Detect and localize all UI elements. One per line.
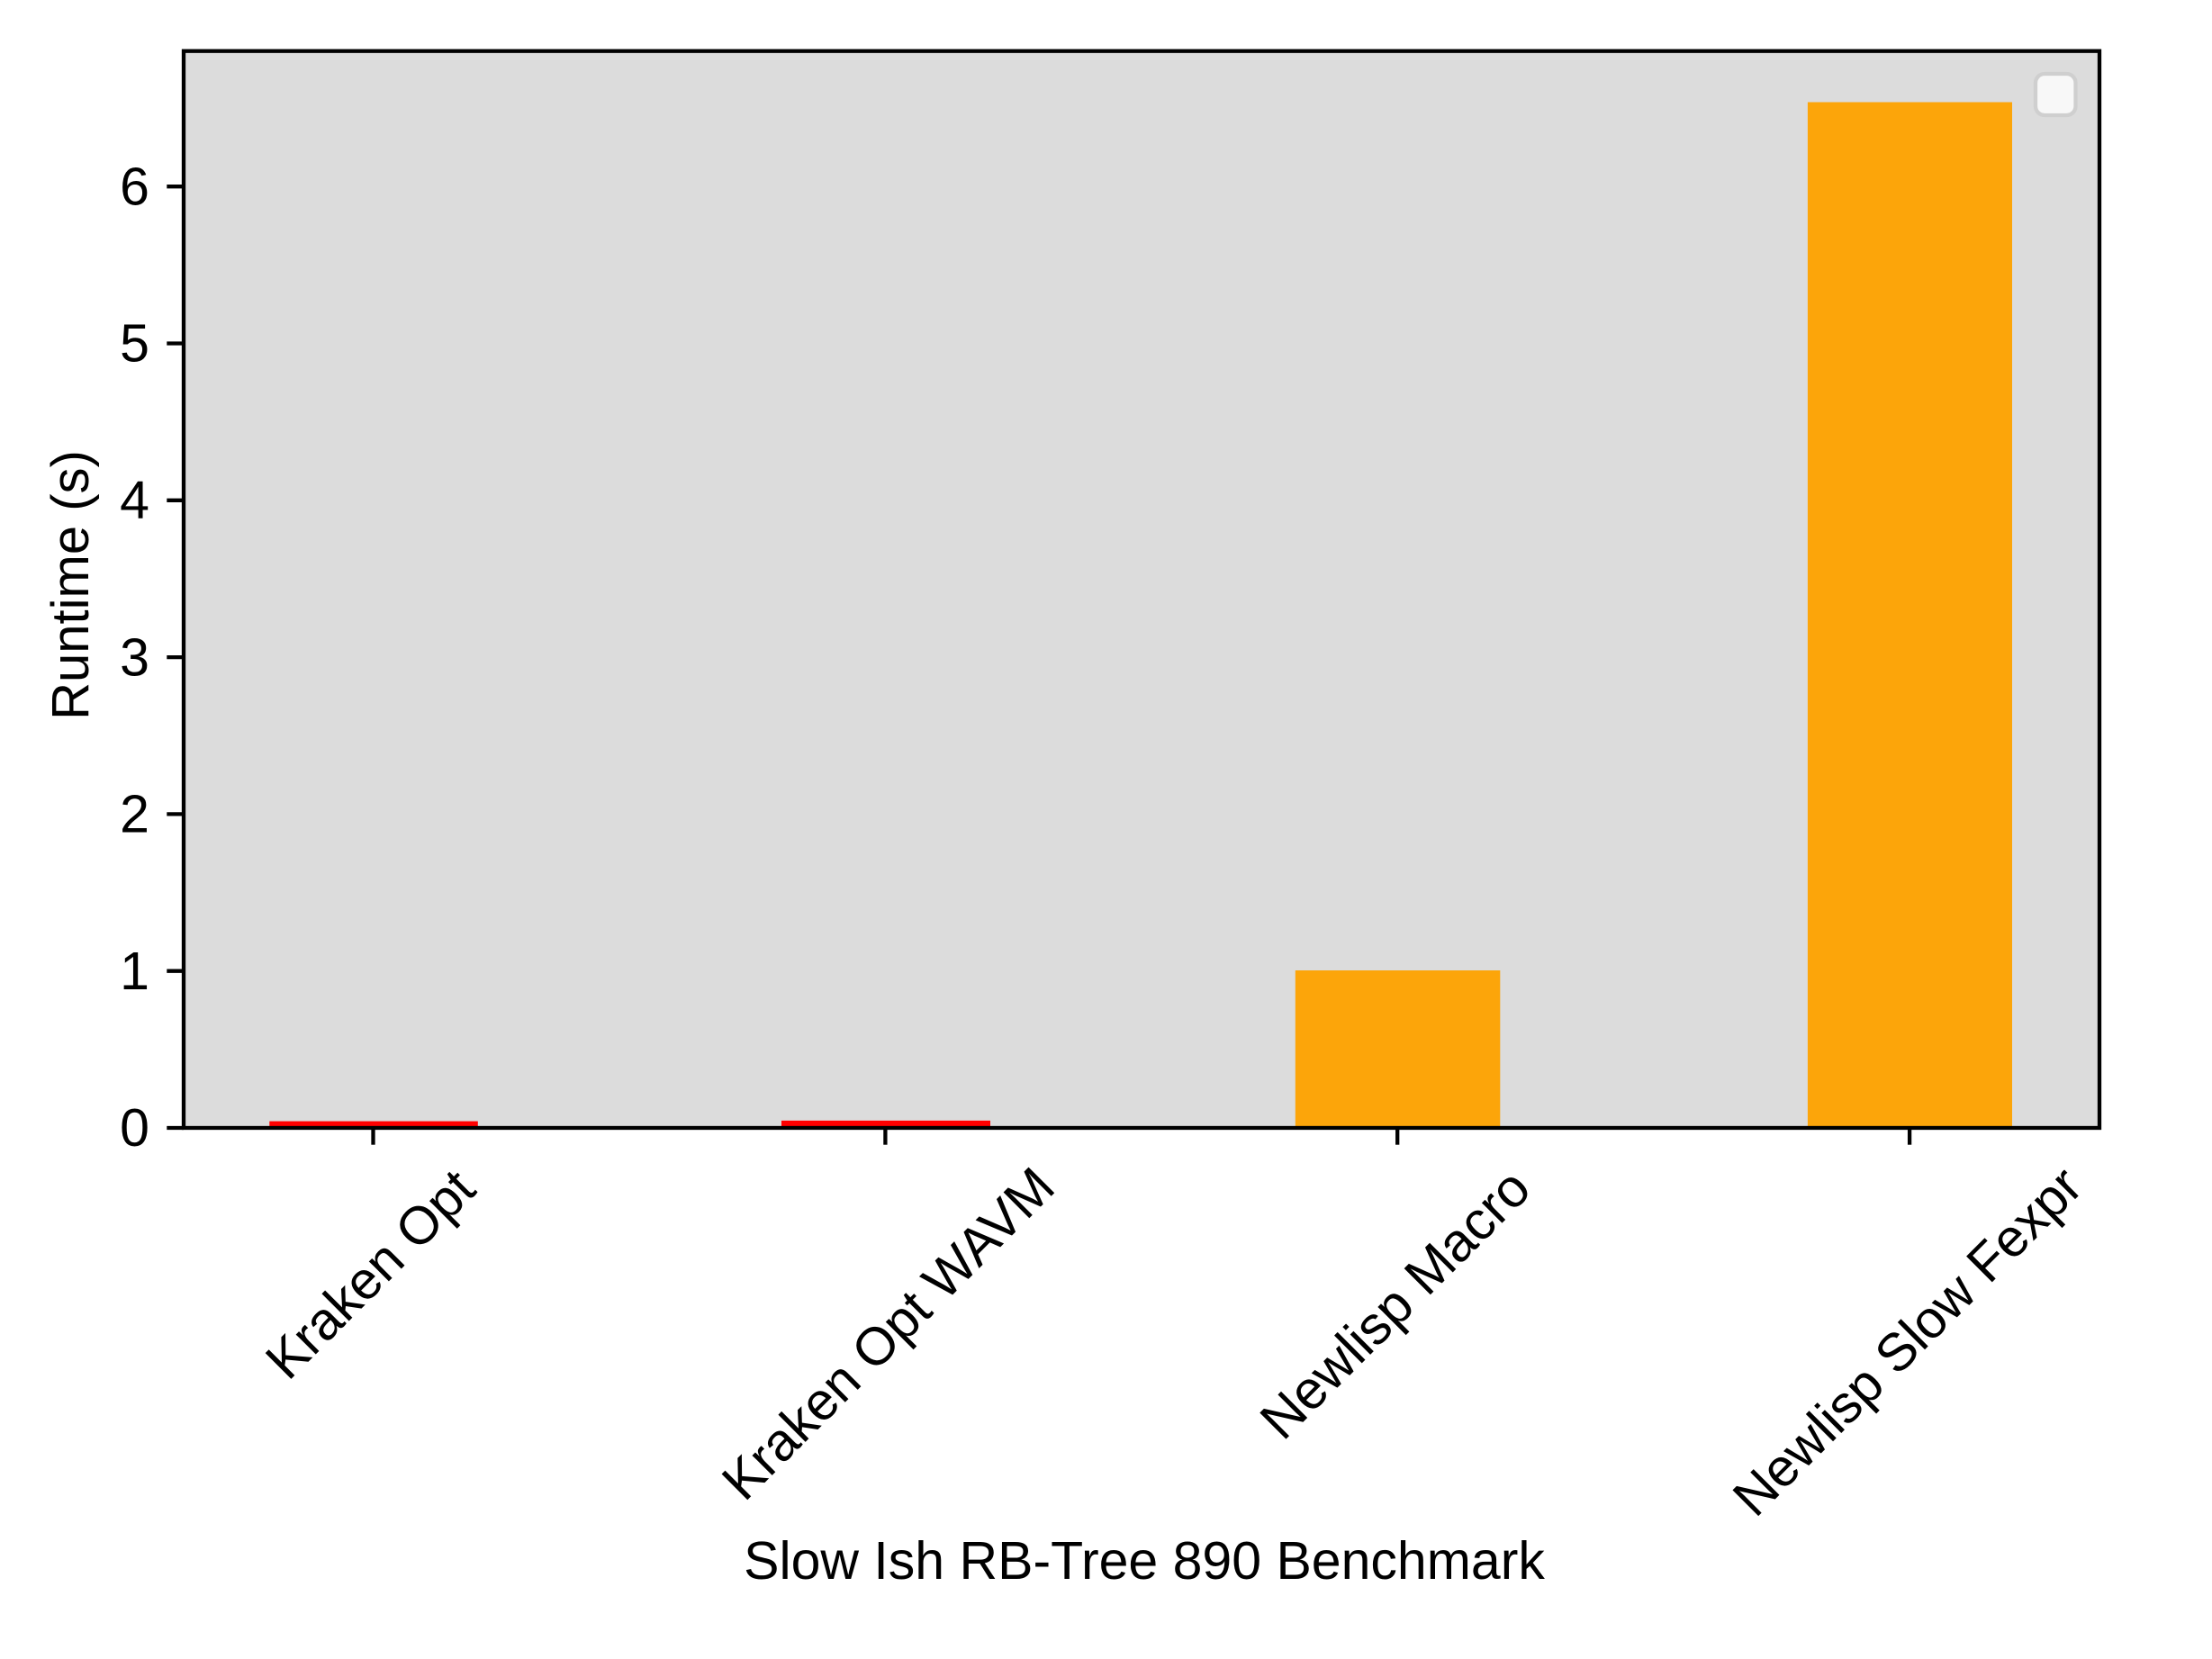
svg-text:Slow Ish RB-Tree 890 Benchmark: Slow Ish RB-Tree 890 Benchmark [744, 1531, 1545, 1591]
svg-text:5: 5 [120, 314, 149, 374]
svg-text:4: 4 [120, 471, 149, 530]
svg-text:2: 2 [120, 785, 149, 844]
svg-text:0: 0 [120, 1098, 149, 1158]
svg-text:Runtime (s): Runtime (s) [41, 450, 100, 720]
svg-text:3: 3 [120, 627, 149, 687]
svg-text:6: 6 [120, 157, 149, 216]
svg-text:1: 1 [120, 942, 149, 1001]
